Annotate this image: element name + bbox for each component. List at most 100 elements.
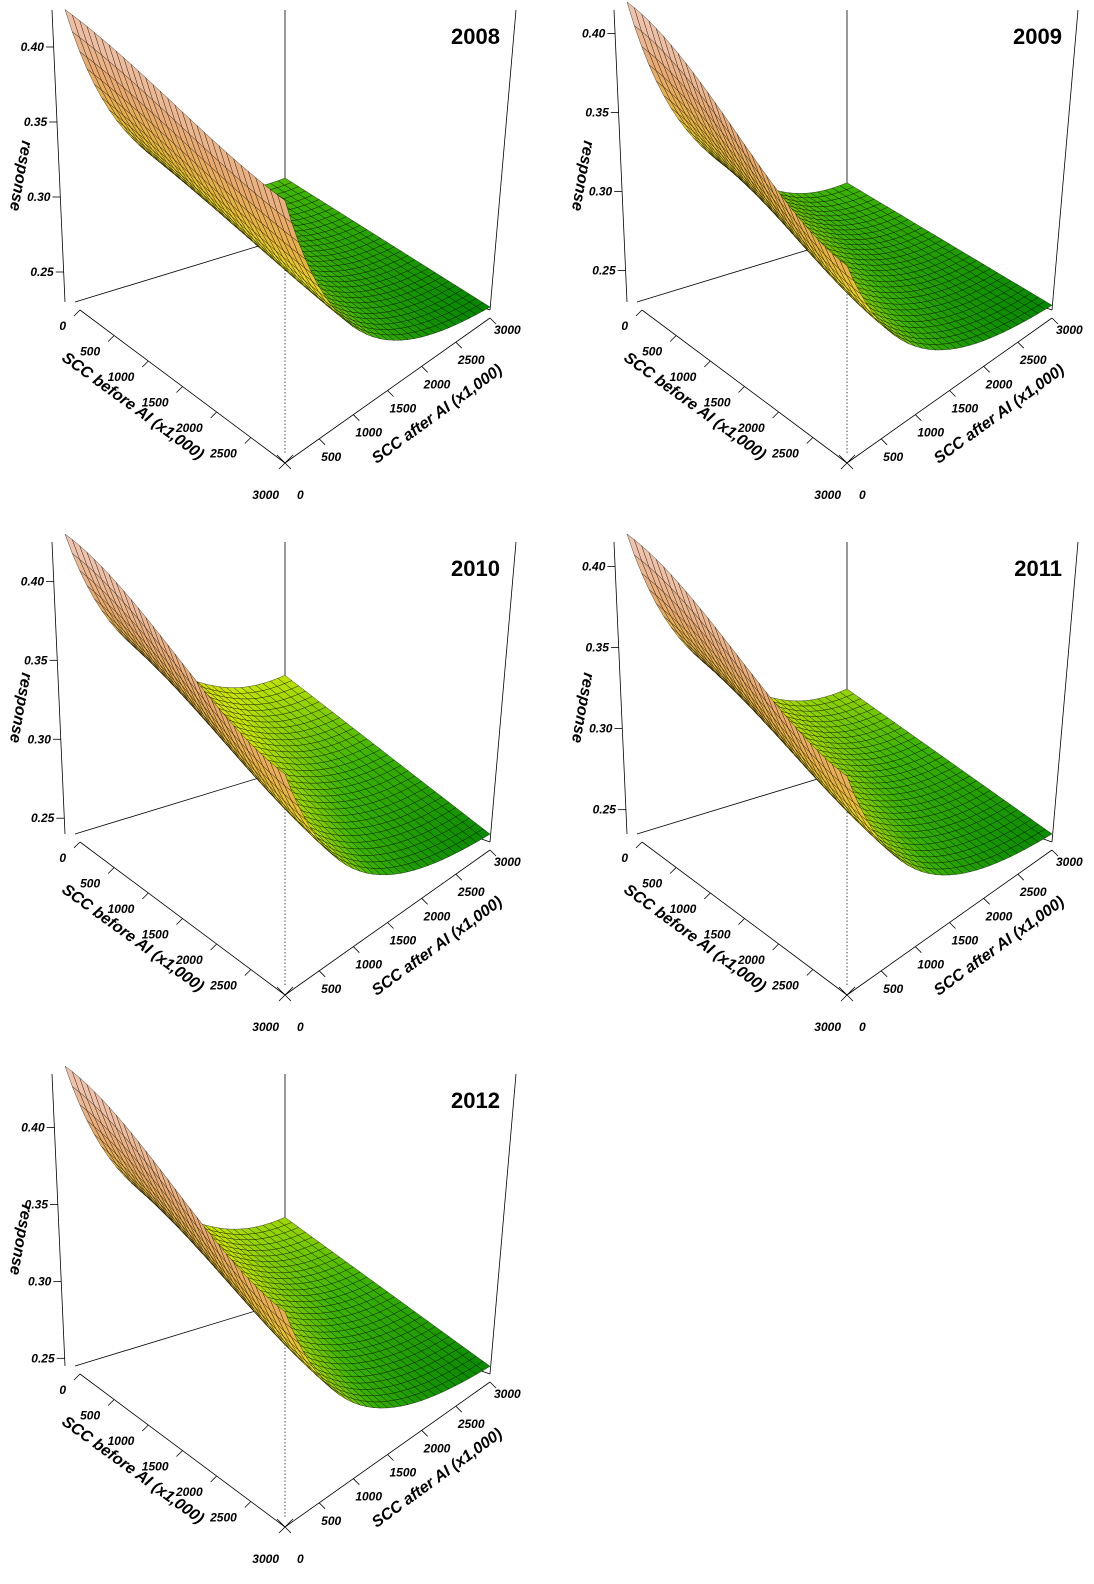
surface-panel: 0.25 0.30 0.35 0.40 response 0 500 1000 1500 2000…: [562, 0, 1094, 520]
x-tick-label: 1500: [142, 1460, 169, 1474]
y-tick-mark: [284, 994, 292, 1002]
y-tick-mark: [421, 366, 428, 373]
y-tick-mark: [846, 994, 854, 1002]
z-tick-label: 0.25: [592, 263, 616, 277]
box-back-left: [74, 237, 286, 303]
x-tick-mark: [806, 969, 814, 976]
y-tick-mark: [915, 414, 922, 421]
box-left-edge: [51, 541, 66, 835]
y-tick-label: 0: [297, 488, 304, 502]
surface-mesh: [64, 9, 491, 341]
x-tick-mark: [244, 969, 252, 976]
box-left-edge: [613, 9, 628, 303]
y-tick-mark: [489, 317, 497, 325]
z-axis-label: response: [6, 1203, 35, 1276]
z-tick-label: 0.40: [21, 1121, 45, 1135]
z-tick-label: 0.40: [21, 40, 45, 54]
x-tick-label: 2500: [771, 447, 799, 461]
x-tick-label: 2000: [737, 421, 765, 435]
x-tick-label: 1500: [142, 928, 169, 942]
surface-mesh: [64, 1065, 491, 1409]
panel-title: 2011: [1014, 556, 1062, 581]
x-tick-mark: [738, 918, 745, 925]
x-tick-mark: [210, 411, 217, 419]
y-tick-label: 2500: [457, 353, 485, 367]
y-tick-label: 0: [859, 1020, 866, 1034]
x-tick-label: 500: [80, 1409, 100, 1423]
z-tick-label: 0.30: [28, 732, 52, 746]
z-tick-label: 0.25: [30, 265, 54, 279]
panel-title: 2009: [1013, 24, 1062, 49]
y-tick-label: 2500: [457, 1417, 485, 1431]
box-left-edge: [51, 9, 66, 303]
y-tick-label: 2000: [423, 377, 451, 391]
x-tick-label: 1500: [142, 396, 169, 410]
x-tick-label: 2000: [737, 953, 765, 967]
y-tick-label: 500: [883, 450, 903, 464]
y-tick-mark: [846, 462, 854, 470]
surface-panel: 0.25 0.30 0.35 0.40 response 0 500 1000 1500 2000…: [0, 0, 540, 520]
x-tick-label: 0: [621, 851, 628, 865]
y-tick-label: 1500: [390, 1466, 417, 1480]
panel-title: 2008: [451, 24, 500, 49]
panel-title: 2010: [451, 556, 500, 581]
x-tick-label: 0: [59, 851, 66, 865]
y-tick-label: 1500: [390, 934, 417, 948]
y-tick-label: 2500: [1019, 885, 1047, 899]
box-right-edge: [489, 9, 517, 311]
z-tick-label: 0.40: [21, 574, 45, 588]
x-tick-label: 1500: [704, 928, 731, 942]
y-tick-label: 1000: [917, 426, 944, 440]
y-tick-label: 2000: [423, 1441, 451, 1455]
y-tick-label: 500: [883, 982, 903, 996]
x-tick-label: 2500: [209, 1511, 237, 1525]
y-tick-label: 1000: [355, 958, 382, 972]
surface-panel: 0.25 0.30 0.35 0.40 response 0 500 1000 1500 2000…: [562, 532, 1094, 1052]
y-tick-mark: [983, 366, 990, 373]
surface-facet: [277, 1305, 293, 1329]
surface-mesh: [626, 1, 1053, 351]
x-tick-label: 1000: [108, 1434, 135, 1448]
surface-chart: 0.250.300.350.40response0500100015002000…: [6, 1065, 521, 1566]
box-left-edge: [613, 541, 628, 835]
box-back-left: [636, 769, 848, 835]
box-left-edge: [51, 1073, 66, 1367]
y-tick-mark: [455, 341, 463, 349]
x-tick-mark: [73, 1373, 81, 1381]
x-tick-mark: [107, 1399, 115, 1406]
y-tick-label: 3000: [494, 323, 521, 337]
surface-facet: [277, 194, 293, 224]
y-tick-mark: [353, 1478, 360, 1485]
y-tick-mark: [318, 970, 326, 978]
y-tick-mark: [1017, 341, 1025, 349]
x-tick-label: 1000: [670, 370, 697, 384]
x-tick-label: 0: [59, 319, 66, 333]
z-axis-label: response: [568, 139, 597, 212]
x-tick-label: 3000: [814, 1020, 841, 1034]
y-tick-label: 1000: [917, 958, 944, 972]
x-tick-mark: [176, 918, 183, 925]
x-tick-label: 1000: [108, 370, 135, 384]
x-tick-mark: [210, 1475, 217, 1483]
y-tick-mark: [949, 390, 956, 397]
y-tick-mark: [489, 849, 497, 857]
y-tick-label: 3000: [494, 855, 521, 869]
x-axis-label: SCC before AI (x1,000): [58, 349, 206, 463]
surface-panel: 0.25 0.30 0.35 0.40 response 0 500 1000 1500 2000…: [0, 532, 540, 1052]
x-tick-label: 500: [80, 877, 100, 891]
y-tick-label: 500: [321, 450, 341, 464]
y-tick-mark: [318, 438, 326, 446]
box-right-edge: [1051, 541, 1079, 843]
x-tick-mark: [244, 1501, 252, 1508]
x-tick-mark: [772, 411, 779, 419]
surface-chart: 0.250.300.350.40response0500100015002000…: [568, 533, 1083, 1034]
surface-facet: [839, 769, 855, 794]
x-axis-label: SCC before AI (x1,000): [58, 881, 206, 995]
surface-mesh: [626, 533, 1053, 876]
x-axis-label: SCC before AI (x1,000): [620, 881, 768, 995]
y-tick-label: 2000: [423, 909, 451, 923]
y-tick-mark: [949, 922, 956, 929]
y-tick-mark: [387, 922, 394, 929]
x-axis-label: SCC before AI (x1,000): [620, 349, 768, 463]
